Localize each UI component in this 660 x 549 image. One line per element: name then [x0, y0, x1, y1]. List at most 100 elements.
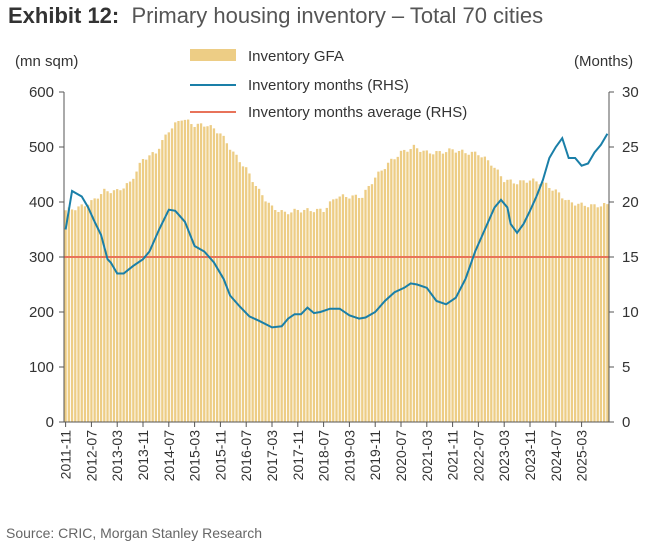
gfa-bar	[315, 208, 319, 422]
gfa-bar	[225, 143, 229, 422]
gfa-bar	[264, 201, 267, 422]
x-tick-label: 2025-03	[574, 430, 590, 482]
gfa-bar	[522, 180, 525, 422]
gfa-bar	[370, 184, 374, 422]
gfa-bar	[419, 151, 422, 422]
gfa-bar	[248, 173, 251, 422]
gfa-bar	[219, 133, 222, 422]
gfa-bar	[438, 151, 441, 423]
gfa-bar	[377, 171, 380, 422]
gfa-bar	[396, 156, 399, 422]
gfa-bar	[544, 182, 548, 422]
gfa-bar	[428, 153, 432, 423]
gfa-bar	[538, 184, 541, 422]
x-tick-label: 2017-03	[264, 430, 280, 482]
gfa-bar	[515, 184, 519, 422]
gfa-bar	[157, 148, 161, 422]
gfa-bar	[193, 126, 196, 422]
left-tick-label: 100	[29, 359, 54, 376]
right-axis-unit: (Months)	[574, 53, 633, 70]
gfa-bar	[354, 194, 358, 422]
gfa-bar	[228, 149, 232, 423]
gfa-bar	[480, 157, 483, 422]
gfa-bar	[596, 207, 599, 422]
gfa-bars	[64, 119, 609, 423]
gfa-bar	[103, 188, 106, 422]
right-tick-label: 5	[622, 359, 630, 376]
gfa-bar	[112, 190, 116, 422]
gfa-bar	[409, 149, 412, 423]
gfa-bar	[283, 211, 287, 422]
gfa-bar	[161, 140, 164, 422]
gfa-bar	[335, 198, 338, 422]
gfa-bar	[406, 151, 409, 423]
x-tick-label: 2019-03	[341, 430, 357, 482]
gfa-bar	[183, 119, 187, 423]
gfa-bar	[503, 182, 506, 422]
x-tick-label: 2021-03	[419, 430, 435, 482]
gfa-bar	[135, 171, 138, 422]
gfa-bar	[567, 199, 570, 422]
gfa-bar	[74, 210, 77, 422]
gfa-bar	[109, 193, 112, 422]
legend: Inventory GFA Inventory months (RHS) Inv…	[190, 48, 467, 121]
gfa-bar	[451, 149, 454, 422]
gfa-bar	[444, 152, 448, 423]
gfa-bar	[432, 154, 435, 422]
gfa-bar	[187, 119, 190, 422]
gfa-bar	[216, 133, 219, 422]
x-tick-label: 2024-07	[548, 430, 564, 482]
gfa-bar	[348, 198, 351, 422]
gfa-bar	[325, 207, 328, 422]
gfa-bar	[206, 126, 209, 423]
gfa-bar	[561, 198, 564, 422]
gfa-bar	[564, 200, 567, 422]
gfa-bar	[425, 150, 428, 423]
gfa-bar	[603, 203, 606, 422]
gfa-bar	[525, 182, 528, 422]
source-note: Source: CRIC, Morgan Stanley Research	[6, 525, 262, 541]
gfa-bar	[267, 202, 270, 422]
gfa-bar	[151, 152, 154, 422]
left-tick-label: 300	[29, 249, 54, 266]
gfa-bar	[93, 198, 96, 422]
left-tick-label: 500	[29, 139, 54, 156]
legend-swatch-gfa	[190, 49, 236, 61]
gfa-bar	[251, 182, 254, 422]
gfa-bar	[203, 126, 206, 422]
gfa-bar	[64, 210, 67, 422]
left-tick-label: 600	[29, 84, 54, 101]
gfa-bar	[125, 183, 129, 422]
gfa-bar	[441, 153, 445, 422]
gfa-bar	[403, 149, 406, 422]
gfa-bar	[119, 190, 122, 422]
left-axis-unit: (mn sqm)	[15, 53, 78, 70]
gfa-bar	[577, 203, 580, 422]
right-tick-label: 25	[622, 139, 639, 156]
gfa-bar	[361, 197, 364, 422]
gfa-bar	[557, 192, 561, 422]
gfa-bar	[280, 210, 283, 422]
gfa-bar	[174, 122, 177, 423]
gfa-bar	[506, 179, 509, 422]
right-tick-label: 20	[622, 194, 639, 211]
x-tick-label: 2017-11	[290, 430, 306, 481]
legend-label-gfa: Inventory GFA	[248, 48, 344, 65]
exhibit-label: Exhibit 12:	[8, 3, 120, 28]
gfa-bar	[122, 188, 125, 422]
gfa-bar	[551, 190, 554, 422]
gfa-bar	[512, 183, 516, 422]
gfa-bar	[599, 206, 603, 422]
legend-label-months: Inventory months (RHS)	[248, 77, 409, 94]
gfa-bar	[148, 155, 151, 422]
gfa-bar	[190, 124, 193, 422]
gfa-bar	[380, 170, 383, 422]
gfa-bar	[467, 154, 470, 422]
gfa-bar	[606, 204, 609, 422]
gfa-bar	[586, 207, 590, 422]
x-tick-label: 2012-07	[83, 430, 99, 482]
gfa-bar	[312, 212, 316, 422]
gfa-bar	[519, 180, 522, 422]
gfa-bar	[77, 206, 80, 422]
gfa-bar	[154, 153, 158, 422]
